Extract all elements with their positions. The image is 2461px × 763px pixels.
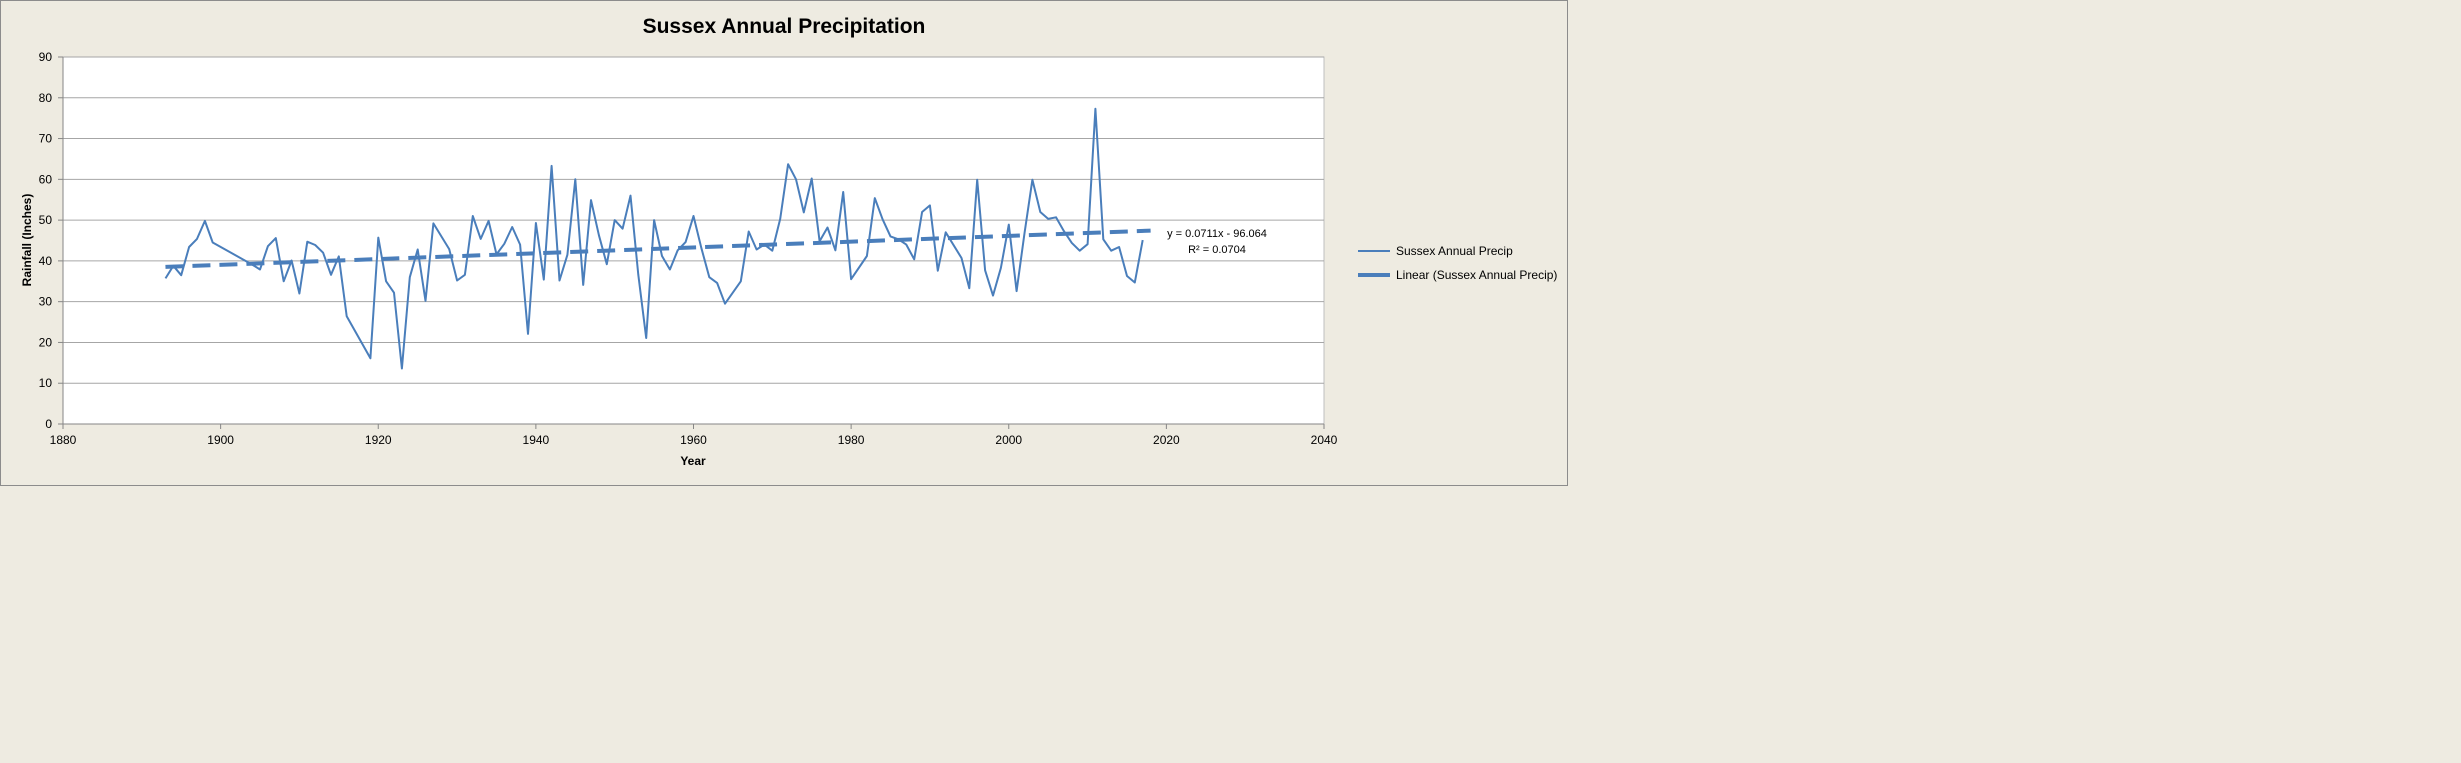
y-tick-label: 60 [39, 172, 53, 186]
gridlines [63, 56, 1324, 384]
legend-label-trendline: Linear (Sussex Annual Precip) [1396, 268, 1557, 282]
y-tick-label: 80 [39, 91, 53, 105]
x-tick-label: 1920 [365, 433, 392, 447]
y-tick-label: 20 [39, 335, 53, 349]
legend: Sussex Annual Precip Linear (Sussex Annu… [1358, 244, 1557, 282]
y-axis-title: Rainfall (Inches) [20, 194, 34, 287]
x-tick-label: 2040 [1311, 433, 1338, 447]
trendline-linear [165, 228, 1151, 269]
trendline-equation: y = 0.0711x - 96.064 [1167, 228, 1267, 240]
x-tick-label: 1980 [838, 433, 865, 447]
plot-area [62, 56, 1325, 425]
series-layer [164, 107, 1151, 370]
chart-title: Sussex Annual Precipitation [643, 15, 926, 38]
x-tick-label: 1940 [523, 433, 550, 447]
y-tick-label: 90 [39, 50, 53, 64]
y-tick-label: 40 [39, 254, 53, 268]
line-chart: Sussex Annual Precipitation 0 10 20 30 40 50 6… [20, 15, 1557, 468]
y-tick-label: 30 [39, 295, 53, 309]
x-tick-label: 2000 [995, 433, 1022, 447]
legend-label-series: Sussex Annual Precip [1396, 244, 1513, 258]
y-axis-ticks: 0 10 20 30 40 50 60 70 80 90 [39, 50, 63, 431]
y-tick-label: 50 [39, 213, 53, 227]
x-tick-label: 2020 [1153, 433, 1180, 447]
y-tick-label: 70 [39, 132, 53, 146]
x-tick-label: 1900 [207, 433, 234, 447]
y-tick-label: 0 [45, 417, 52, 431]
x-axis-title: Year [680, 454, 706, 468]
series-line-sussex-annual-precip [164, 107, 1144, 370]
x-axis-ticks: 1880 1900 1920 1940 1960 1980 2000 2020 2040 [50, 424, 1338, 447]
y-tick-label: 10 [39, 376, 53, 390]
trendline-r-squared: R² = 0.0704 [1188, 244, 1246, 256]
x-tick-label: 1960 [680, 433, 707, 447]
x-tick-label: 1880 [50, 433, 77, 447]
